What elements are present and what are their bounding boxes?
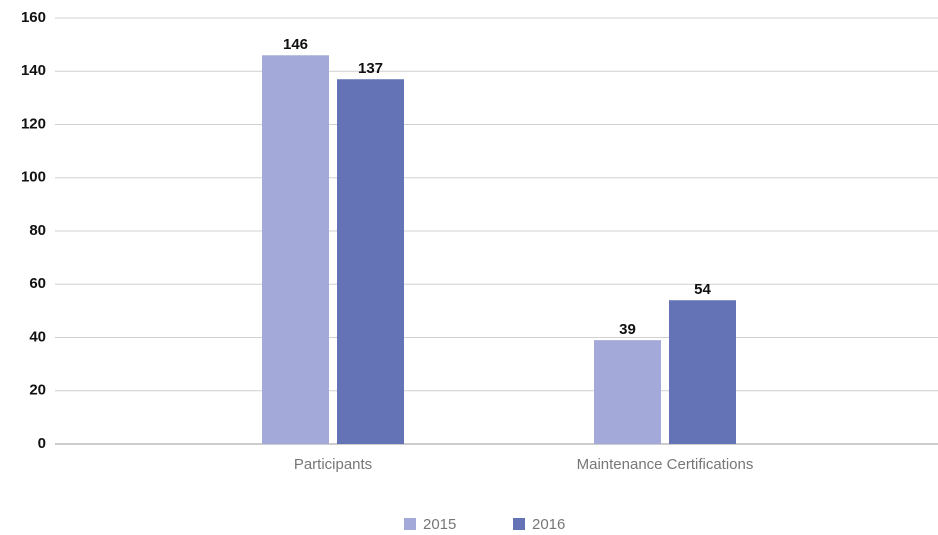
bar — [594, 340, 661, 444]
legend-label: 2016 — [532, 516, 565, 533]
data-label: 39 — [619, 321, 636, 338]
data-label: 137 — [358, 60, 383, 77]
y-tick-label: 80 — [29, 222, 46, 239]
y-tick-label: 20 — [29, 382, 46, 399]
legend-label: 2015 — [423, 516, 456, 533]
data-label: 146 — [283, 36, 308, 53]
y-tick-label: 40 — [29, 328, 46, 345]
y-tick-label: 120 — [21, 115, 46, 132]
bar — [337, 79, 404, 445]
bar — [669, 300, 736, 444]
y-tick-label: 140 — [21, 62, 46, 79]
x-tick-label: Maintenance Certifications — [577, 456, 754, 473]
x-tick-label: Participants — [294, 456, 372, 473]
y-tick-label: 100 — [21, 169, 46, 186]
y-tick-label: 60 — [29, 275, 46, 292]
legend-swatch — [513, 518, 525, 530]
y-tick-label: 160 — [21, 9, 46, 26]
data-label: 54 — [694, 281, 711, 298]
y-tick-label: 0 — [38, 435, 46, 452]
bar — [262, 55, 329, 445]
legend-swatch — [404, 518, 416, 530]
